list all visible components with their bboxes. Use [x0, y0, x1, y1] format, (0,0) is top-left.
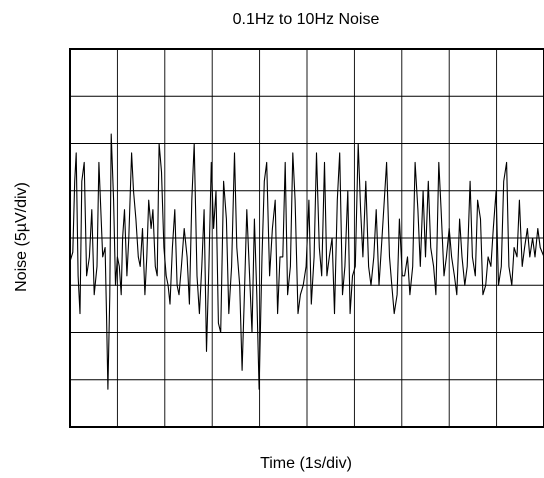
chart-title: 0.1Hz to 10Hz Noise: [233, 11, 380, 28]
noise-trace: [69, 133, 544, 390]
y-axis-label: Noise (5µV/div): [13, 182, 30, 292]
trace-layer: [69, 133, 544, 390]
plot-frame: [69, 48, 544, 428]
x-axis-label: Time (1s/div): [260, 455, 352, 472]
